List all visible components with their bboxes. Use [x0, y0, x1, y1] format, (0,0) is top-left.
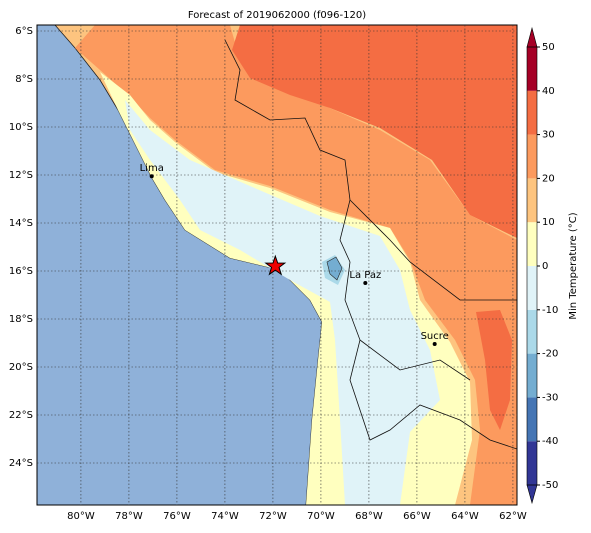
colorbar-tick-label: -10	[542, 305, 558, 316]
warm-band	[75, 25, 517, 505]
x-tick-label: 68°W	[355, 511, 383, 522]
colorbar-band	[527, 47, 537, 91]
y-tick-label: 14°S	[9, 218, 33, 229]
x-tick-label: 80°W	[67, 511, 95, 522]
colorbar-tick-label: 30	[542, 130, 555, 141]
colorbar-tick-label: -40	[542, 436, 558, 447]
x-tick-label: 72°W	[259, 511, 287, 522]
y-tick-label: 12°S	[9, 170, 33, 181]
title: Forecast of 2019062000 (f096-120)	[188, 10, 366, 21]
colorbar-tick-label: -20	[542, 349, 558, 360]
city-label: Lima	[140, 163, 164, 174]
y-tick-label: 6°S	[15, 26, 33, 37]
x-tick-label: 76°W	[163, 511, 191, 522]
colorbar-band	[527, 266, 537, 310]
city-dot	[149, 174, 154, 179]
colorbar-extend	[526, 26, 538, 48]
colorbar-band	[527, 222, 537, 266]
colorbar-extend	[526, 484, 538, 505]
city-dot	[432, 341, 437, 346]
x-tick-label: 62°W	[499, 511, 527, 522]
y-tick-label: 22°S	[9, 410, 33, 421]
x-tick-label: 74°W	[211, 511, 239, 522]
x-tick-label: 64°W	[451, 511, 479, 522]
x-tick-label: 78°W	[115, 511, 143, 522]
city-label: Sucre	[421, 331, 449, 342]
warm-patch	[476, 310, 512, 430]
map-frame	[36, 24, 518, 506]
lake	[326, 256, 343, 281]
colorbar-band	[527, 309, 537, 354]
y-tick-label: 20°S	[9, 362, 33, 373]
map-area	[37, 25, 517, 505]
y-tick-label: 16°S	[9, 266, 33, 277]
colorbar-band	[527, 353, 537, 398]
colorbar-label: Min Temperature (°C)	[568, 212, 579, 319]
colorbar-tick-label: 0	[542, 261, 548, 272]
city-dot	[363, 281, 368, 285]
x-tick-label: 70°W	[307, 511, 335, 522]
colorbar-band	[527, 441, 537, 485]
star-marker	[264, 254, 287, 276]
y-tick-label: 24°S	[9, 458, 33, 469]
y-tick-label: 8°S	[15, 74, 33, 85]
colorbar-tick-label: 20	[542, 173, 555, 184]
colorbar-tick-label: 50	[542, 42, 555, 53]
colorbar-tick-label: -50	[542, 480, 558, 491]
country-border	[349, 199, 517, 381]
colorbar-band	[527, 178, 537, 223]
city-label: La Paz	[349, 270, 381, 281]
country-border	[224, 39, 517, 450]
cool-band	[125, 100, 440, 505]
colorbar-tick-label: -30	[542, 392, 558, 403]
colorbar-band	[527, 90, 537, 135]
colorbar-tick-label: 40	[542, 86, 555, 97]
colorbar-tick-label: 10	[542, 217, 555, 228]
colorbar-band	[527, 134, 537, 179]
y-tick-label: 10°S	[9, 122, 33, 133]
hot-band	[232, 25, 517, 238]
y-tick-label: 18°S	[9, 314, 33, 325]
x-tick-label: 66°W	[403, 511, 431, 522]
colorbar-band	[527, 397, 537, 442]
